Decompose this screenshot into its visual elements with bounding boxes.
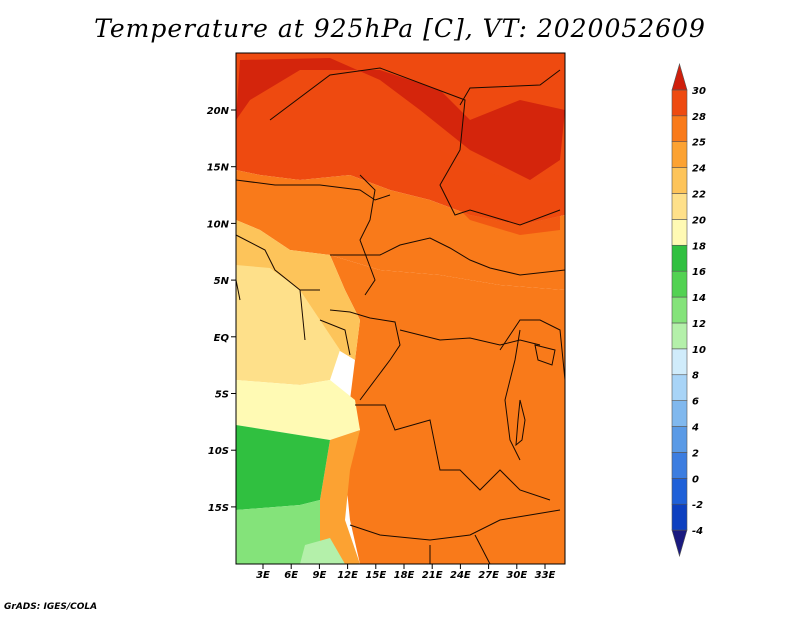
colorbar-swatch bbox=[671, 374, 688, 401]
border-line bbox=[504, 329, 521, 461]
colorbar-swatch bbox=[671, 244, 688, 272]
colorbar-swatch bbox=[671, 62, 688, 91]
colorbar-label: 12 bbox=[692, 319, 706, 330]
y-tick-label: 15N bbox=[207, 163, 230, 174]
x-tick-label: 12E bbox=[337, 570, 358, 581]
colorbar-label: 30 bbox=[692, 86, 706, 97]
x-tick-label: 6E bbox=[284, 570, 298, 581]
colorbar-swatch bbox=[671, 115, 688, 142]
colorbar-label: 2 bbox=[692, 448, 699, 459]
x-tick-label: 9E bbox=[313, 570, 327, 581]
colorbar-swatch bbox=[671, 400, 688, 427]
y-tick-label: 5S bbox=[215, 390, 229, 401]
y-tick-label: EQ bbox=[214, 333, 230, 344]
border-line bbox=[474, 534, 491, 564]
credit-label: GrADS: IGES/COLA bbox=[4, 602, 98, 612]
colorbar-swatch bbox=[671, 193, 688, 220]
border-line bbox=[499, 319, 565, 381]
colorbar-label: -4 bbox=[692, 526, 703, 537]
x-tick-label: 27E bbox=[478, 570, 499, 581]
chart-title: Temperature at 925hPa [C], VT: 202005260… bbox=[94, 14, 706, 43]
border-line bbox=[355, 404, 551, 501]
border-line bbox=[236, 179, 391, 201]
x-axis: 3E 6E 9E 12E 15E 18E 21E 24E 27E 30E 33E bbox=[256, 564, 556, 581]
colorbar-label: 18 bbox=[692, 241, 706, 252]
colorbar-swatch bbox=[671, 503, 688, 531]
colorbar-label: 10 bbox=[692, 345, 706, 356]
colorbar-swatch bbox=[671, 478, 688, 505]
colorbar-swatch bbox=[671, 219, 688, 246]
colorbar-swatch bbox=[671, 296, 688, 324]
hot-core-east bbox=[440, 150, 560, 235]
colorbar-label: 4 bbox=[691, 423, 699, 434]
region-cold-patch-southwest bbox=[300, 538, 345, 564]
colorbar-label: 8 bbox=[692, 371, 699, 382]
colorbar-label: 24 bbox=[692, 164, 706, 175]
y-tick-label: 15S bbox=[208, 503, 229, 514]
x-tick-label: 33E bbox=[535, 570, 556, 581]
colorbar-label: -2 bbox=[692, 500, 703, 511]
border-line bbox=[299, 289, 306, 341]
border-line bbox=[349, 509, 561, 541]
region-congo-basin bbox=[330, 255, 565, 564]
temperature-field bbox=[236, 53, 565, 564]
y-tick-label: 20N bbox=[207, 106, 230, 117]
colorbar-label: 14 bbox=[692, 293, 706, 304]
x-tick-label: 3E bbox=[256, 570, 270, 581]
y-axis: 20N 15N 10N 5N EQ 5S 10S 15S bbox=[207, 106, 236, 514]
border-line bbox=[399, 329, 541, 346]
border-line bbox=[269, 67, 561, 226]
y-tick-label: 10S bbox=[208, 446, 229, 457]
y-tick-label: 5N bbox=[214, 276, 230, 287]
colorbar-swatch bbox=[671, 167, 688, 194]
hot-core-north bbox=[236, 58, 565, 180]
map-frame bbox=[235, 52, 566, 565]
region-atlantic-ocean-south bbox=[236, 380, 360, 440]
colorbar-swatch bbox=[671, 452, 688, 479]
border-line bbox=[359, 174, 376, 296]
region-southwest-ocean bbox=[236, 500, 320, 564]
colorbar-swatch bbox=[671, 348, 688, 376]
colorbar-swatch bbox=[671, 322, 688, 350]
region-atlantic-ocean-north bbox=[236, 265, 340, 385]
region-benguela-current-coast bbox=[236, 425, 330, 510]
colorbar-swatch bbox=[671, 89, 688, 117]
region-angola-highlands bbox=[320, 430, 360, 564]
colorbar-label: 25 bbox=[692, 138, 706, 149]
x-tick-label: 15E bbox=[365, 570, 386, 581]
border-line bbox=[459, 69, 561, 106]
colorbar-label: 0 bbox=[692, 474, 699, 485]
colorbar-swatch bbox=[671, 529, 688, 558]
colorbar-label: 16 bbox=[692, 267, 706, 278]
border-line bbox=[329, 309, 401, 401]
lake-outline bbox=[534, 344, 556, 366]
x-tick-label: 21E bbox=[422, 570, 443, 581]
colorbar-label: 22 bbox=[692, 189, 706, 200]
border-line bbox=[319, 319, 351, 356]
y-tick-label: 10N bbox=[207, 219, 230, 230]
country-borders bbox=[236, 67, 565, 564]
colorbar-label: 6 bbox=[692, 397, 699, 408]
x-tick-label: 24E bbox=[450, 570, 471, 581]
colorbar-swatch bbox=[671, 270, 688, 298]
region-central-sahel bbox=[236, 170, 565, 290]
x-tick-label: 30E bbox=[506, 570, 527, 581]
colorbar-swatch bbox=[671, 141, 688, 168]
border-line bbox=[236, 279, 241, 301]
colorbar-label: 28 bbox=[692, 112, 706, 123]
lake-outline bbox=[515, 399, 526, 447]
border-line bbox=[330, 237, 565, 276]
border-line bbox=[236, 234, 320, 291]
x-tick-label: 18E bbox=[394, 570, 415, 581]
colorbar-label: 20 bbox=[692, 215, 706, 226]
colorbar-swatch bbox=[671, 426, 688, 453]
